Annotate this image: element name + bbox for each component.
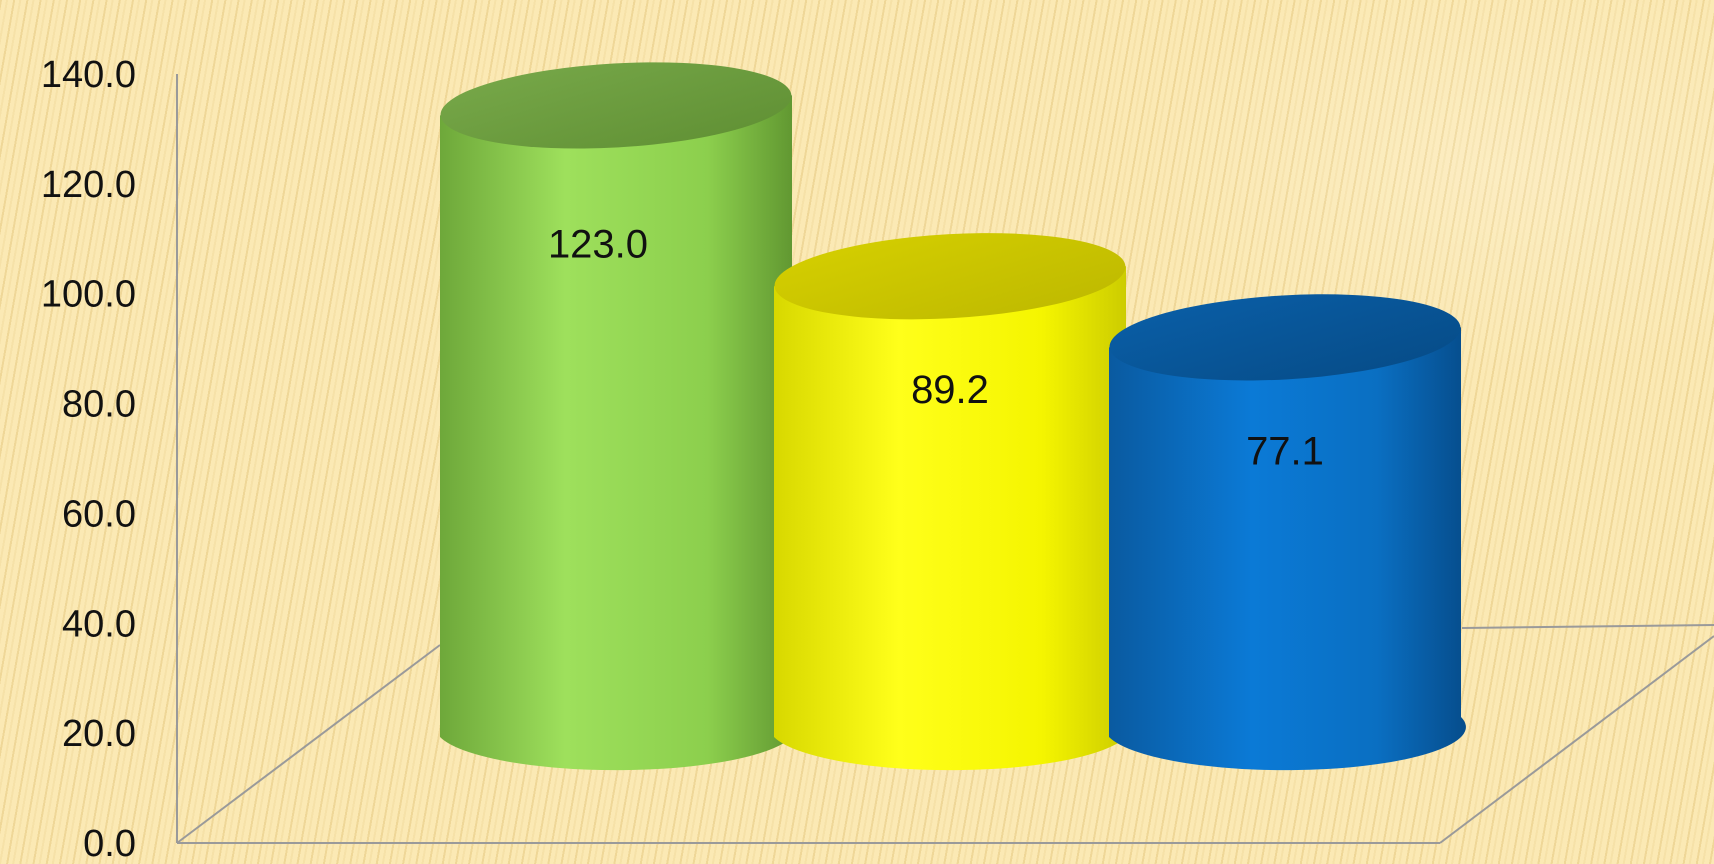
floor-left-edge [176,644,441,844]
bar-cylinder-1 [440,62,797,771]
y-tick-label: 140.0 [41,54,136,96]
bar-cylinder-1-top [440,62,792,149]
y-tick-label: 0.0 [83,823,136,864]
data-label-3: 77.1 [1246,429,1324,473]
y-tick-label: 120.0 [41,164,136,206]
bar-cylinder-2 [774,233,1131,771]
y-tick-label: 20.0 [62,713,136,755]
bar-cylinder-1-body [440,95,797,771]
data-label-2: 89.2 [911,368,989,412]
y-tick-label: 60.0 [62,493,136,535]
bar-cylinder-3 [1109,294,1466,771]
y-tick-label: 100.0 [41,274,136,316]
chart-bars [440,62,1466,771]
bar-cylinder-3-body [1109,327,1466,771]
chart-data-labels: 123.0 89.2 77.1 [548,222,1324,473]
floor-back-edge [1461,624,1714,629]
floor-right-edge [1439,635,1714,844]
chart-axes: 0.0 20.0 40.0 60.0 80.0 100.0 120.0 140.0 [41,54,1714,864]
bar-cylinder-3-top [1109,294,1461,381]
bar-cylinder-2-top [774,233,1126,320]
bar-cylinder-2-body [774,266,1131,771]
data-label-1: 123.0 [548,222,648,266]
y-tick-label: 80.0 [62,384,136,426]
y-tick-label: 40.0 [62,603,136,645]
